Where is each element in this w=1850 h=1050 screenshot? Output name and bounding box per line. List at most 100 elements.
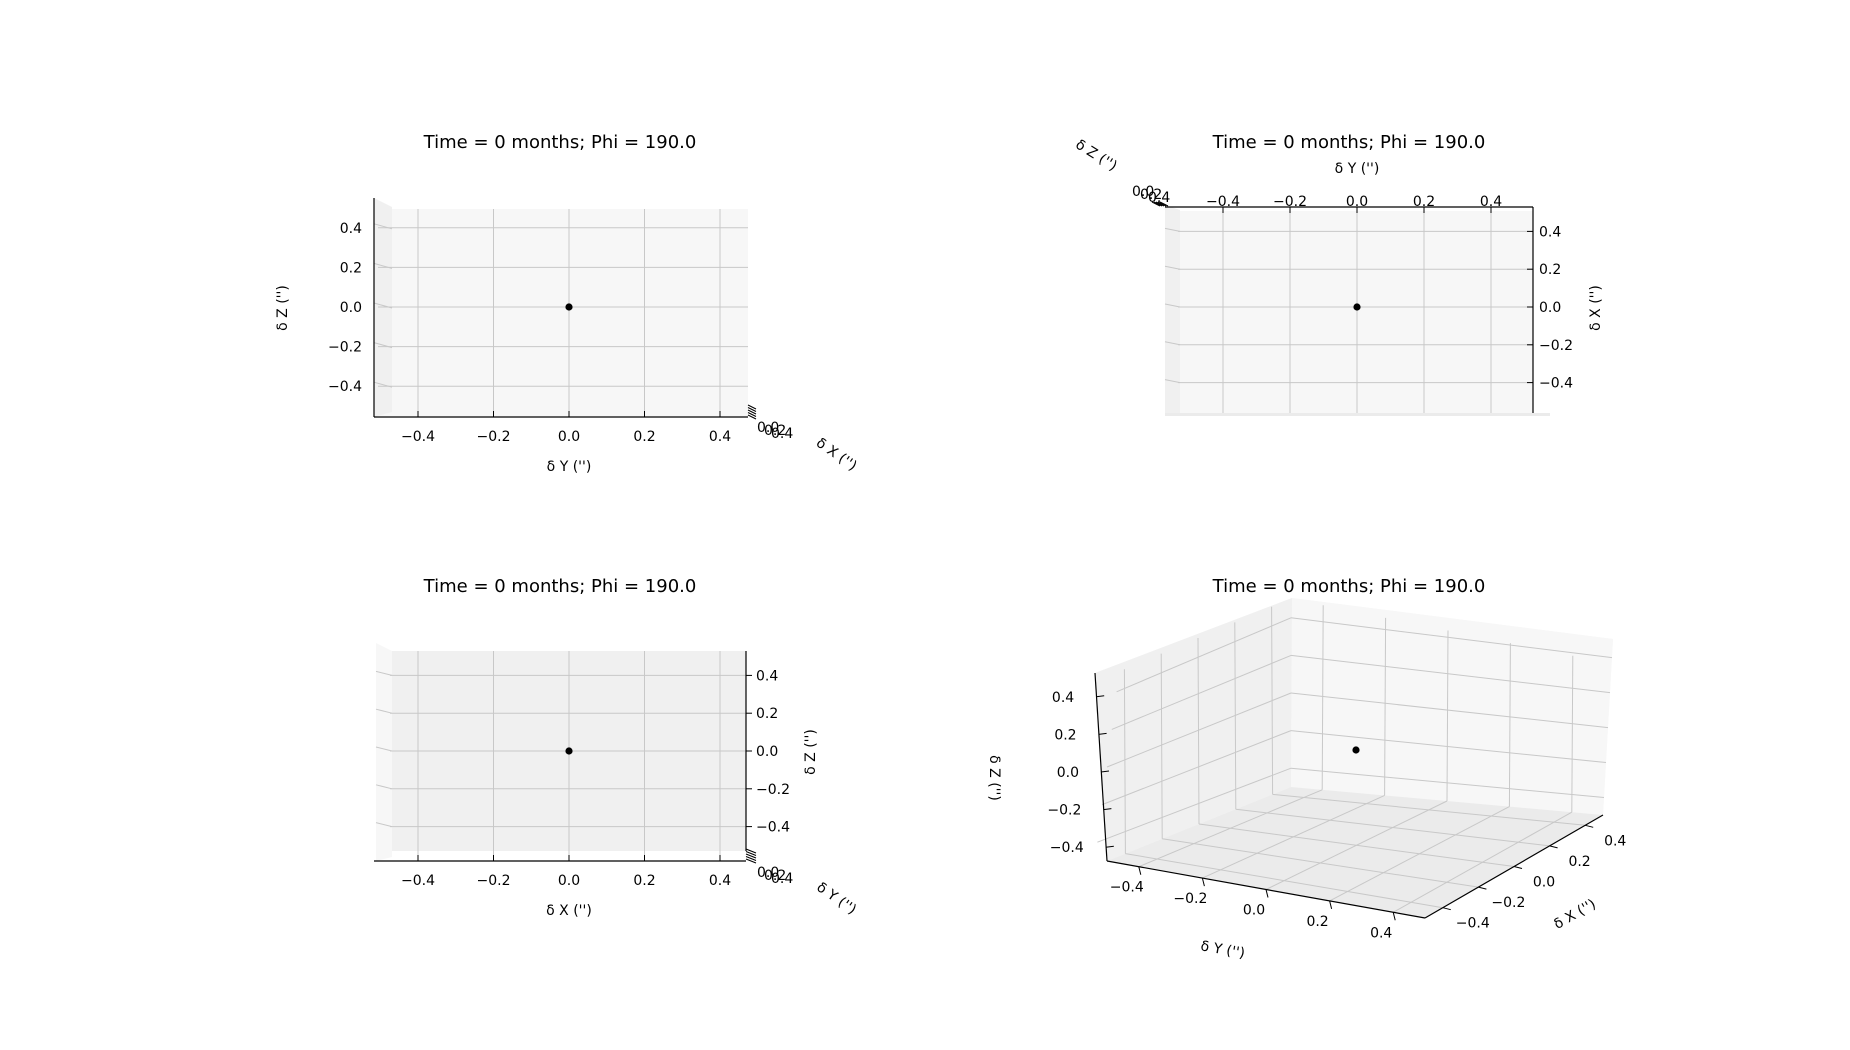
- subplot-1-point: [565, 303, 573, 311]
- subplot-1-ztick-label-0: −0.4: [328, 379, 362, 395]
- subplot-4-xtick-label-1: −0.2: [1491, 895, 1525, 911]
- subplot-4-ztick-label-2: 0.0: [1057, 765, 1079, 781]
- subplot-1-xtick-1: [747, 407, 757, 412]
- subplot-4-title: Time = 0 months; Phi = 190.0: [1212, 576, 1486, 597]
- subplot-2-ytick-label-1: −0.2: [1273, 194, 1307, 210]
- subplot-4-xtick-2: [1513, 866, 1523, 869]
- subplot-1-ytick-label-3: 0.2: [633, 429, 655, 445]
- subplot-1-xtick-4: [747, 414, 757, 420]
- subplot-4-point: [1352, 746, 1360, 754]
- subplot-4-ztick-label-4: 0.4: [1052, 690, 1074, 706]
- subplot-3-ylabel: δ Y (''): [813, 879, 859, 918]
- subplot-3-ytick-1: [745, 851, 757, 856]
- subplot-2-z-ticks-compressed-2: 0.2: [1140, 187, 1162, 203]
- subplot-2-xtick-label-3: 0.2: [1539, 262, 1561, 278]
- subplot-4-wall-l-v-3: [1234, 622, 1237, 810]
- subplot-1: Time = 0 months; Phi = 190.0 −0.4 −0.4 −0.…: [275, 132, 860, 475]
- subplot-1-sidegrid-0: [373, 381, 393, 388]
- subplot-2-zlabel: δ Z (''): [1073, 137, 1120, 175]
- subplot-4-xtick-1: [1478, 886, 1487, 890]
- subplot-2-title: Time = 0 months; Phi = 190.0: [1212, 132, 1486, 153]
- subplot-1-xtick-0: [747, 404, 757, 410]
- subplot-2-sidegrid-3: [1164, 265, 1181, 270]
- subplot-4-xtick-label-3: 0.2: [1568, 854, 1590, 870]
- subplot-4-wall-l-h-2: [1106, 692, 1292, 768]
- subplot-4-wall-l-v-1: [1160, 653, 1163, 839]
- subplot-1-ztick-label-4: 0.4: [340, 221, 362, 237]
- subplot-3-point: [565, 747, 573, 755]
- subplot-4-wall-r-h-4: [1290, 617, 1613, 659]
- subplot-4-wall-r-v-3: [1508, 643, 1511, 807]
- subplot-4-wall-l-v-4: [1271, 606, 1274, 795]
- subplot-3-ytick-3: [745, 856, 757, 861]
- subplot-1-xlabel: δ X (''): [813, 435, 860, 474]
- subplot-4-ztick-3: [1098, 732, 1107, 735]
- subplot-4-wall-r-v-1: [1384, 617, 1387, 796]
- subplot-4-ylabel: δ Y (''): [1199, 938, 1246, 962]
- subplot-1-xtick-3: [747, 412, 757, 417]
- subplot-4-zlabel: δ Z (''): [986, 755, 1002, 801]
- subplot-4: Time = 0 months; Phi = 190.0 −0.4 −0.2 0.0…: [986, 576, 1626, 962]
- subplot-4-xlabel: δ X (''): [1551, 896, 1599, 933]
- subplot-4-ytick-1: [1201, 877, 1205, 887]
- subplot-4-wall-r-v-0: [1321, 605, 1324, 790]
- subplot-1-ztick-label-1: −0.2: [328, 340, 362, 356]
- subplot-4-ytick-label-2: 0.0: [1243, 903, 1265, 919]
- subplot-1-sidegrid-4: [373, 223, 393, 230]
- subplot-4-ytick-label-4: 0.4: [1370, 925, 1392, 941]
- subplot-1-ytick-label-2: 0.0: [558, 429, 580, 445]
- subplot-4-floor-grid-b-2: [1198, 823, 1515, 867]
- subplot-1-x-ticks-compressed-2: 0.2: [764, 423, 786, 439]
- subplot-3-xlabel: δ X (''): [546, 903, 592, 919]
- subplot-4-ztick-label-0: −0.4: [1050, 840, 1084, 856]
- subplot-3-sidegrid-2: [375, 746, 393, 752]
- subplot-2-ytick-label-3: 0.2: [1413, 194, 1435, 210]
- subplot-1-ylabel: δ Y (''): [547, 459, 592, 475]
- subplot-4-wall-r-v-2: [1446, 630, 1449, 802]
- subplot-3-ztick-label-0: −0.4: [756, 820, 790, 836]
- subplot-3-sidegrid-1: [375, 784, 393, 790]
- subplot-2-sidegrid-4: [1164, 227, 1181, 232]
- subplot-4-wall-l-v-0: [1123, 669, 1126, 854]
- subplot-1-x-ticks-compressed-3: 0.4: [771, 426, 793, 442]
- subplot-3-ztick-label-2: 0.0: [756, 744, 778, 760]
- subplot-3-ztick-label-3: 0.2: [756, 706, 778, 722]
- subplot-4-wall-l-h-1: [1102, 730, 1292, 806]
- subplot-2-point: [1353, 303, 1361, 311]
- subplot-4-xtick-label-4: 0.4: [1604, 833, 1626, 849]
- subplot-3-sidegrid-4: [375, 670, 393, 676]
- subplot-2-ytick-label-4: 0.4: [1480, 194, 1502, 210]
- subplot-3-xtick-label-1: −0.2: [477, 873, 511, 889]
- subplot-4-floor-grid-a-3: [1329, 806, 1510, 902]
- subplot-4-ztick-4: [1096, 695, 1105, 698]
- subplot-4-ytick-0: [1138, 866, 1142, 875]
- subplot-4-wall-r-h-2: [1290, 692, 1609, 729]
- subplot-2-ztick-3: [1153, 201, 1163, 207]
- subplot-4-wall-l-h-3: [1111, 654, 1292, 730]
- subplot-3-ytick-2: [745, 853, 757, 859]
- subplot-1-sidegrid-3: [373, 262, 393, 269]
- subplot-1-ytick-label-1: −0.2: [477, 429, 511, 445]
- subplot-3-y-ticks-compressed: 0.0: [757, 865, 779, 881]
- subplot-2-ytick-label-0: −0.4: [1206, 194, 1240, 210]
- subplot-2-ylabel: δ Y (''): [1335, 161, 1380, 177]
- subplot-1-ytick-label-4: 0.4: [709, 429, 731, 445]
- subplot-4-ztick-2: [1100, 770, 1110, 773]
- subplot-4-wall-l-h-0: [1097, 767, 1292, 843]
- subplot-4-wall-l-v-2: [1197, 637, 1200, 825]
- subplot-4-ytick-label-1: −0.2: [1173, 891, 1207, 907]
- subplot-3-sidegrid-0: [375, 822, 393, 828]
- subplot-2-ytick-label-2: 0.0: [1346, 194, 1368, 210]
- subplot-4-xtick-3: [1549, 845, 1558, 849]
- subplot-2-sidegrid-1: [1164, 341, 1181, 346]
- subplot-1-zlabel: δ Z (''): [275, 285, 291, 331]
- subplot-4-wall-r-v-4: [1571, 655, 1574, 813]
- subplot-3-zlabel: δ Z (''): [803, 729, 819, 775]
- subplot-3-ytick-0: [745, 848, 757, 854]
- subplot-4-ztick-0: [1105, 845, 1114, 848]
- subplot-1-xtick-2: [747, 409, 757, 415]
- subplot-3-y-ticks-compressed-3: 0.4: [771, 871, 793, 887]
- subplot-4-ytick-label-0: −0.4: [1110, 880, 1144, 896]
- subplot-2: Time = 0 months; Phi = 190.0 −0.4 −0.4 −0.…: [1073, 132, 1604, 416]
